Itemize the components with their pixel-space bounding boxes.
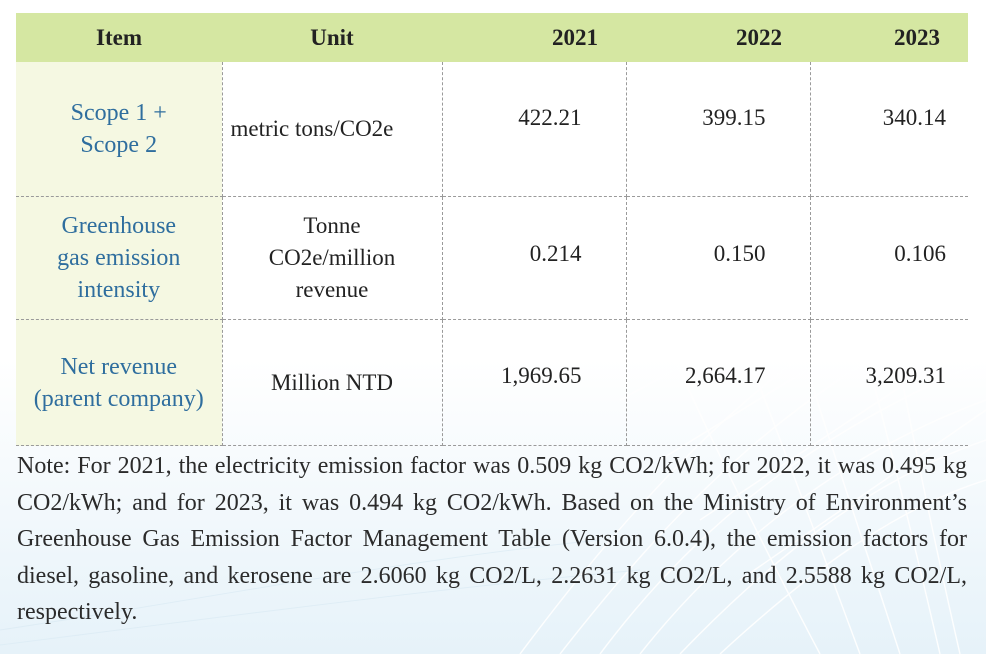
header-unit: Unit [222, 13, 442, 62]
row-item-line: Net revenue [60, 353, 178, 380]
header-year-2023: 2023 [810, 13, 968, 62]
row-item-line: intensity [77, 277, 161, 303]
row-item-line: (parent company) [33, 385, 204, 412]
row-unit-cell: Tonne CO2e/million revenue [222, 196, 443, 320]
header-year-2022: 2022 [626, 13, 810, 62]
value-2021: 0.214 [442, 196, 627, 320]
header-item: Item [16, 13, 222, 62]
row-unit-line: revenue [295, 277, 369, 302]
table-row-revenue: Net revenue (parent company) Million NTD… [16, 319, 968, 446]
value-2023: 340.14 [810, 62, 968, 197]
row-item-line: gas emission [57, 245, 181, 271]
footnote: Note: For 2021, the electricity emission… [17, 453, 967, 625]
value-2022: 399.15 [626, 62, 811, 197]
row-unit-cell: Million NTD [222, 319, 443, 446]
row-item-cell: Scope 1 + Scope 2 [16, 62, 223, 197]
table-header-row: Item Unit 2021 2022 2023 [16, 13, 968, 62]
row-item-cell: Greenhouse gas emission intensity [16, 196, 223, 320]
table-row-scope: Scope 1 + Scope 2 metric tons/CO2e 422.2… [16, 62, 968, 197]
row-unit-line: Tonne [303, 213, 361, 238]
header-year-2021: 2021 [442, 13, 626, 62]
row-unit-line: Million NTD [270, 369, 394, 395]
row-unit-cell: metric tons/CO2e [222, 62, 443, 197]
row-item-cell: Net revenue (parent company) [16, 319, 223, 446]
row-unit-line: CO2e/million [268, 245, 396, 270]
row-item-line: Scope 1 + [70, 100, 167, 126]
row-unit-line: metric tons/CO2e [230, 116, 394, 141]
value-2021: 422.21 [442, 62, 627, 197]
table-row-intensity: Greenhouse gas emission intensity Tonne … [16, 196, 968, 320]
value-2022: 2,664.17 [626, 319, 811, 446]
row-item-line: Greenhouse [61, 213, 177, 239]
value-2021: 1,969.65 [442, 319, 627, 446]
row-item-line: Scope 2 [80, 132, 158, 158]
value-2023: 0.106 [810, 196, 968, 320]
value-2023: 3,209.31 [810, 319, 968, 446]
value-2022: 0.150 [626, 196, 811, 320]
emissions-table: Item Unit 2021 2022 2023 Scope 1 + Scope… [16, 13, 968, 446]
emissions-table-container: Item Unit 2021 2022 2023 Scope 1 + Scope… [16, 13, 968, 446]
